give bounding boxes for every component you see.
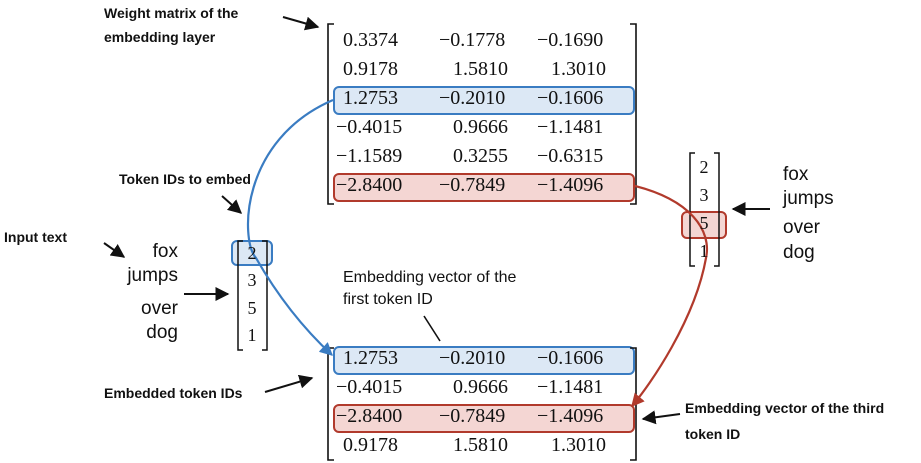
weight-cell: −1.1481: [537, 116, 604, 138]
weight-cell: −0.1690: [537, 29, 604, 51]
label-weight-matrix-line1: Weight matrix of the: [104, 5, 239, 21]
weight-row6-highlight: [333, 173, 635, 202]
embedded-cell: −1.4096: [537, 405, 604, 427]
embedded-cell: −0.2010: [439, 347, 506, 369]
embedded-cell: −1.1481: [537, 376, 604, 398]
left-token-vector-left-bracket: [237, 240, 243, 351]
weight-cell: −0.4015: [336, 116, 403, 138]
weight-cell: −0.1606: [537, 87, 604, 109]
embedded-cell: −0.4015: [336, 376, 403, 398]
weight-matrix-right-bracket: [630, 23, 637, 205]
left-word-1: fox: [152, 241, 178, 262]
right-token-id-3: 5: [699, 213, 709, 233]
red-lookup-arrow: [631, 184, 709, 408]
left-token-vector-right-bracket: [262, 240, 268, 351]
left-word-3: over: [141, 298, 178, 319]
embedded-cell: −0.7849: [439, 405, 506, 427]
left-token-id-4: 1: [247, 325, 257, 345]
right-word-4: dog: [783, 242, 815, 263]
right-token-id-4: 1: [699, 241, 709, 261]
label-embedding-first-line1: Embedding vector of the: [343, 269, 517, 286]
embedded-cell: 1.2753: [343, 347, 398, 369]
label-embedding-third-line1: Embedding vector of the third: [685, 400, 885, 416]
arrow-input-text: [103, 242, 126, 258]
right-word-1: fox: [783, 164, 809, 185]
right-token-id-2: 3: [699, 185, 709, 205]
weight-matrix-left-bracket: [327, 23, 334, 205]
weight-cell: −0.7849: [439, 174, 506, 196]
right-token-vector-right-bracket: [714, 152, 720, 267]
weight-row3-highlight: [333, 86, 635, 115]
left-word-2: jumps: [127, 265, 178, 286]
embedded-row3-highlight: [333, 404, 635, 433]
arrow-first-token-pointer: [423, 315, 441, 342]
label-embedding-third-line2: token ID: [685, 426, 741, 442]
right-token-vector-left-bracket: [689, 152, 695, 267]
right-word-3: over: [783, 217, 820, 238]
arrow-token-ids-to-embed: [221, 195, 243, 214]
weight-cell: 0.9666: [453, 116, 508, 138]
weight-cell: −0.1778: [439, 29, 506, 51]
label-input-text: Input text: [4, 229, 67, 245]
label-token-ids-to-embed: Token IDs to embed: [119, 171, 251, 187]
label-embedding-first-line2: first token ID: [343, 291, 433, 308]
weight-cell: −1.4096: [537, 174, 604, 196]
arrow-embedded-token-ids: [264, 374, 314, 393]
embedded-cell: 0.9666: [453, 376, 508, 398]
weight-cell: 0.3374: [343, 29, 398, 51]
embedded-cell: −2.8400: [336, 405, 403, 427]
left-token-id-3: 5: [247, 298, 257, 318]
arrow-embedding-third: [641, 410, 681, 425]
right-token-id-1: 2: [699, 157, 709, 177]
weight-cell: 1.2753: [343, 87, 398, 109]
embedded-row1-highlight: [333, 346, 635, 375]
left-word-4: dog: [146, 322, 178, 343]
weight-cell: 1.5810: [453, 58, 508, 80]
weight-cell: −0.2010: [439, 87, 506, 109]
embedded-cell: 1.5810: [453, 434, 508, 456]
blue-lookup-arrow: [246, 98, 334, 356]
weight-cell: −2.8400: [336, 174, 403, 196]
weight-cell: 0.9178: [343, 58, 398, 80]
embedded-matrix-left-bracket: [327, 347, 334, 461]
weight-cell: 1.3010: [551, 58, 606, 80]
label-weight-matrix-line2: embedding layer: [104, 29, 216, 45]
embedded-cell: −0.1606: [537, 347, 604, 369]
left-token-id-1: 2: [247, 243, 257, 263]
weight-cell: −0.6315: [537, 145, 604, 167]
left-token-id-2: 3: [247, 270, 257, 290]
label-embedded-token-ids: Embedded token IDs: [104, 385, 243, 401]
embedded-cell: 1.3010: [551, 434, 606, 456]
weight-cell: −1.1589: [336, 145, 403, 167]
embedded-cell: 0.9178: [343, 434, 398, 456]
right-word-2: jumps: [783, 188, 834, 209]
arrow-weight-matrix: [282, 16, 320, 31]
weight-cell: 0.3255: [453, 145, 508, 167]
